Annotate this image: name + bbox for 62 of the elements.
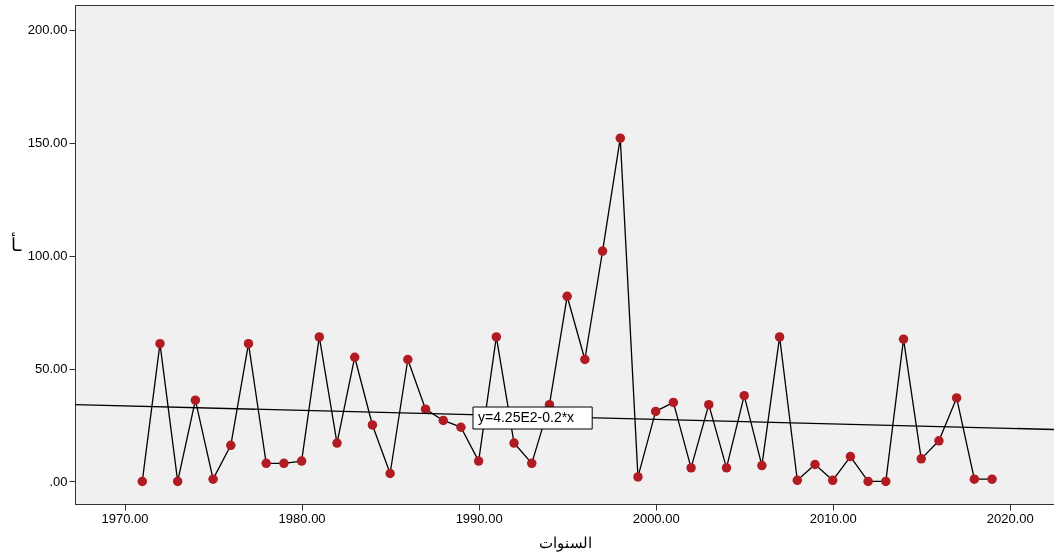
x-tick-label: 1970.00 (101, 510, 149, 526)
x-tick-label: 2000.00 (632, 510, 680, 526)
point (774, 332, 785, 342)
x-tick-label: 2010.00 (809, 510, 857, 526)
point (261, 458, 271, 469)
point (438, 415, 448, 426)
y-tick-label: 50.00 (34, 361, 68, 377)
point (863, 476, 873, 487)
point (898, 334, 909, 344)
point (916, 454, 926, 464)
point (527, 458, 537, 469)
point (208, 474, 218, 484)
point (385, 468, 395, 479)
x-tick-label: 1980.00 (278, 510, 326, 526)
point (881, 476, 891, 487)
point (137, 476, 148, 487)
y-tick-label: .00 (49, 473, 68, 489)
point (509, 438, 519, 448)
point (367, 420, 378, 430)
point (562, 291, 572, 302)
point (403, 354, 413, 365)
y-tick-label: 200.00 (27, 22, 68, 38)
point (987, 474, 997, 484)
point (810, 459, 820, 470)
point (704, 399, 714, 410)
point (155, 338, 165, 349)
point (792, 475, 803, 486)
point (597, 246, 608, 256)
point (314, 332, 325, 342)
point (934, 436, 944, 446)
y-tick-label: 150.00 (27, 135, 68, 151)
y-tick-label: 100.00 (27, 248, 68, 264)
point (668, 397, 679, 408)
x-tick-label: 2020.00 (986, 510, 1034, 526)
y-axis-title: ـأ (10, 232, 22, 255)
point (420, 404, 431, 414)
point (349, 352, 360, 362)
point (332, 438, 342, 448)
point (969, 474, 980, 484)
point (243, 338, 254, 349)
point (279, 458, 289, 469)
point (615, 133, 626, 143)
point (757, 460, 767, 471)
point (721, 463, 732, 473)
point (580, 354, 590, 365)
point (650, 406, 661, 417)
point (951, 393, 962, 403)
point (172, 476, 183, 487)
point (686, 463, 696, 473)
point (633, 472, 643, 482)
point (473, 456, 484, 466)
x-tick-label: 1990.00 (455, 510, 503, 526)
point (190, 395, 201, 405)
point (226, 440, 236, 451)
annotation: y=4.25E2-0.2*x (478, 409, 575, 425)
x-axis-title: السنوات (538, 533, 592, 552)
point (739, 390, 749, 401)
point (296, 456, 307, 466)
point (491, 332, 502, 342)
point (456, 422, 466, 432)
point (845, 451, 856, 462)
point (827, 475, 838, 486)
